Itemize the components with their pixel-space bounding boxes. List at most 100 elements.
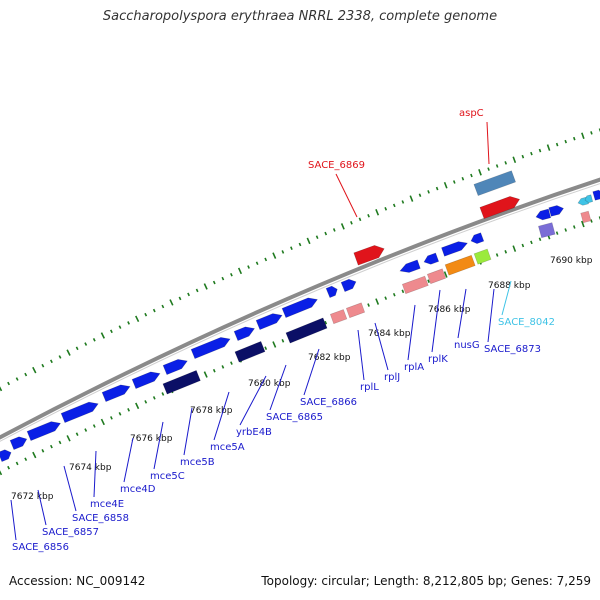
rail-tick bbox=[203, 283, 208, 290]
gene-label: SACE_6873 bbox=[484, 344, 541, 355]
rail-tick bbox=[0, 386, 3, 392]
rail-tick bbox=[32, 366, 37, 374]
tick-label: 7672 kbp bbox=[11, 492, 54, 502]
rail-tick bbox=[443, 271, 448, 278]
rail-tick bbox=[538, 148, 542, 153]
rail-tick bbox=[178, 296, 182, 301]
rail-tick bbox=[24, 457, 28, 462]
gene-label: SACE_6866 bbox=[300, 397, 357, 408]
gene-label-leader bbox=[357, 329, 365, 381]
cds-gene bbox=[255, 313, 283, 330]
rail-tick bbox=[487, 167, 490, 171]
rail-tick bbox=[92, 337, 96, 342]
rail-tick bbox=[521, 154, 525, 159]
rail-tick bbox=[0, 470, 3, 476]
gene-label: mce4E bbox=[90, 499, 124, 510]
rail-tick bbox=[324, 320, 328, 325]
cds-gene bbox=[9, 436, 28, 450]
rail-tick bbox=[144, 400, 148, 404]
gene-label-leader bbox=[303, 348, 320, 396]
gene-label: SACE_6865 bbox=[266, 412, 323, 423]
cds-gene bbox=[26, 421, 62, 441]
gene-label: nusG bbox=[454, 340, 480, 351]
rail-tick bbox=[461, 176, 465, 181]
gene-label-leader bbox=[407, 304, 416, 361]
tick-label: 7690 kbp bbox=[550, 256, 593, 266]
cds-gene bbox=[325, 285, 338, 298]
rail-tick bbox=[212, 368, 216, 373]
rail-tick bbox=[470, 173, 473, 178]
rail-tick bbox=[161, 392, 165, 396]
map-title: Saccharopolyspora erythraea NRRL 2338, c… bbox=[102, 9, 498, 24]
rail-tick bbox=[358, 217, 362, 222]
tick-label: 7674 kbp bbox=[69, 463, 112, 473]
gene-label: yrbE4B bbox=[236, 427, 272, 438]
tick-label: 7680 kbp bbox=[248, 379, 291, 389]
rna-gene bbox=[401, 275, 429, 295]
rail-tick bbox=[169, 299, 174, 306]
rail-tick bbox=[203, 371, 208, 378]
gene-label: SACE_6858 bbox=[72, 513, 129, 524]
gene-label-leader bbox=[239, 375, 267, 426]
aspC-gene bbox=[479, 196, 521, 219]
rail-tick bbox=[538, 237, 542, 242]
gene-label-leader bbox=[63, 465, 77, 512]
rail-tick bbox=[401, 200, 405, 204]
rail-tick bbox=[100, 418, 105, 426]
rail-tick bbox=[572, 225, 576, 229]
rail-tick bbox=[15, 377, 19, 381]
gene-label: rplL bbox=[360, 382, 379, 393]
rna-gene bbox=[426, 268, 447, 285]
rail-tick bbox=[340, 223, 345, 230]
rail-tick bbox=[324, 231, 328, 236]
rail-tick bbox=[281, 339, 285, 343]
cds-gene bbox=[423, 252, 440, 265]
accession-label: Accession: NC_009142 bbox=[9, 574, 146, 588]
cds-gene bbox=[535, 208, 552, 221]
rail-tick bbox=[504, 250, 508, 254]
rail-tick bbox=[564, 228, 568, 232]
nusG-gene bbox=[444, 254, 476, 276]
rail-tick bbox=[144, 312, 148, 317]
cds-gene bbox=[162, 359, 188, 375]
rail-tick bbox=[290, 246, 293, 250]
rail-tick bbox=[195, 288, 199, 293]
gene-label-leader bbox=[123, 437, 134, 483]
rail-tick bbox=[452, 180, 456, 184]
rail-tick bbox=[230, 272, 233, 277]
gene-label: SACE_6856 bbox=[12, 542, 69, 553]
rail-tick bbox=[100, 332, 105, 339]
rail-tick bbox=[350, 221, 353, 225]
rail-tick bbox=[152, 308, 156, 313]
gene-labels: SACE_6856 SACE_6857 SACE_6858 mce4E mce4D mce… bbox=[10, 108, 555, 553]
rail-tick bbox=[427, 279, 430, 283]
gene-label-leader bbox=[335, 173, 358, 218]
rail-tick bbox=[375, 298, 380, 305]
gene-label: aspC bbox=[459, 108, 484, 119]
gene-label-leader bbox=[153, 421, 164, 470]
backbone-shadow bbox=[0, 183, 600, 442]
rail-tick bbox=[118, 325, 122, 329]
rail-tick bbox=[264, 346, 268, 350]
aspC-partner-gene bbox=[473, 170, 516, 196]
rail-tick bbox=[401, 289, 405, 294]
rail-tick bbox=[367, 303, 370, 307]
SACE_6873-gene bbox=[473, 248, 492, 265]
rail-tick bbox=[573, 136, 576, 141]
gene-label: SACE_8042 bbox=[498, 317, 555, 328]
gene-label-leader bbox=[93, 450, 97, 498]
cds-gene bbox=[281, 297, 318, 318]
rail-tick bbox=[187, 292, 190, 297]
rail-tick bbox=[298, 242, 302, 247]
gene-label: mce5B bbox=[180, 457, 215, 468]
rail-tick bbox=[581, 132, 585, 140]
rail-tick bbox=[581, 220, 585, 228]
cds-gene-dark bbox=[285, 317, 328, 344]
rail-tick bbox=[443, 181, 448, 189]
cds-gene bbox=[584, 194, 594, 204]
rail-tick bbox=[555, 231, 559, 235]
gene-label-leader bbox=[487, 288, 495, 343]
rail-tick bbox=[384, 207, 388, 211]
rail-tick bbox=[555, 142, 559, 147]
